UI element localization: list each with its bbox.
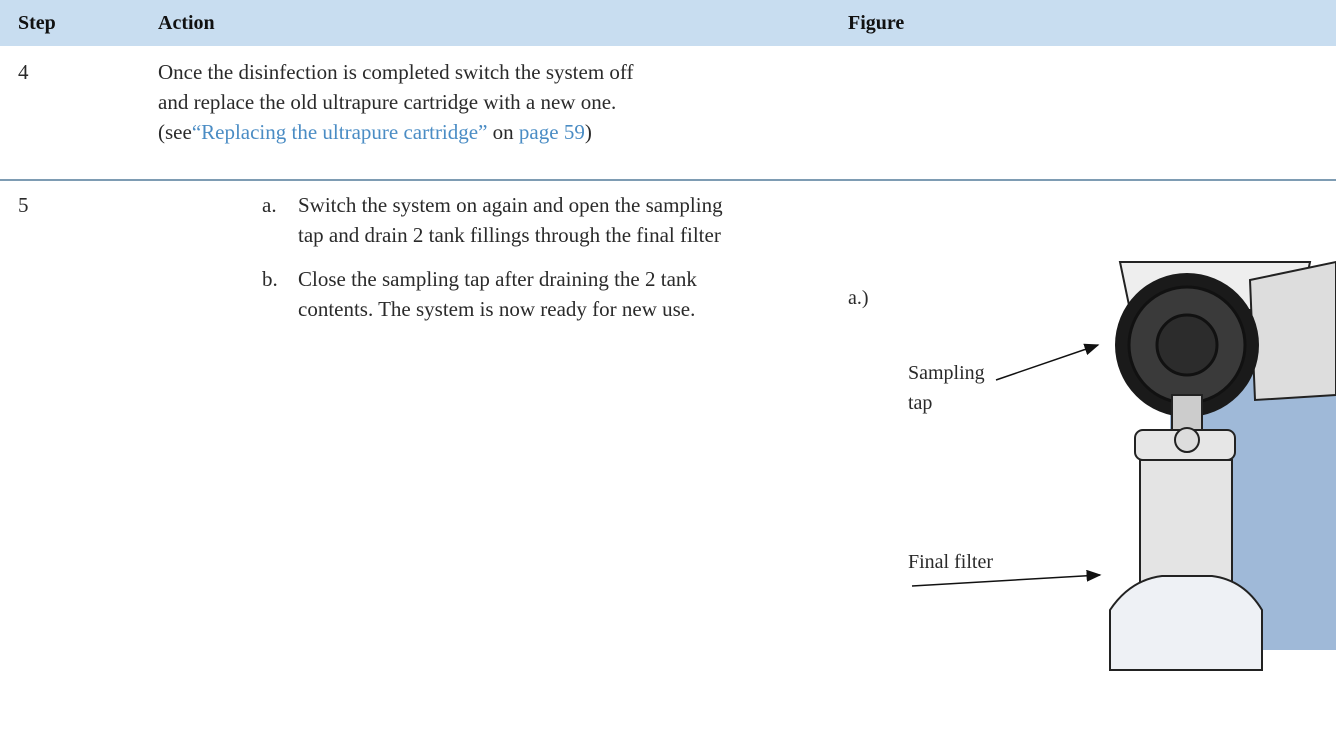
figure-caption: a.) [848, 287, 869, 309]
text-line: and replace the old ultrapure cartridge … [158, 90, 617, 114]
final-filter [1109, 575, 1263, 671]
screw [1174, 427, 1200, 453]
text: ) [584, 120, 592, 144]
filter-body [1139, 459, 1233, 591]
text-line: contents. The system is now ready for ne… [298, 297, 696, 321]
row-separator [0, 179, 1336, 181]
text: on [492, 120, 514, 144]
figure-label: Sampling [908, 362, 985, 384]
figure-label: tap [908, 392, 933, 414]
table-header: Step Action Figure [0, 0, 1336, 46]
link[interactable]: page 59 [518, 120, 585, 144]
arrow [995, 343, 1100, 381]
reference-line: (see“Replacing the ultrapure cartridge” … [158, 117, 592, 147]
figure-label: Final filter [908, 551, 993, 573]
arrow [911, 569, 1102, 587]
header-cell: Step [18, 12, 56, 34]
step-number: 4 [18, 60, 29, 84]
text-line: Switch the system on again and open the … [298, 193, 723, 217]
header-cell: Figure [848, 12, 905, 34]
header-cell: Action [158, 12, 215, 34]
text-line: Once the disinfection is completed switc… [158, 60, 634, 84]
list-marker: b. [262, 267, 278, 291]
text-line: Close the sampling tap after draining th… [298, 267, 697, 291]
link[interactable]: “Replacing the ultrapure cartridge” [191, 120, 488, 144]
housing [1248, 260, 1336, 402]
step-number: 5 [18, 193, 29, 217]
tap-knob [1155, 313, 1219, 377]
text-line: tap and drain 2 tank fillings through th… [298, 223, 721, 247]
list-marker: a. [262, 193, 277, 217]
text: (see [158, 120, 192, 144]
